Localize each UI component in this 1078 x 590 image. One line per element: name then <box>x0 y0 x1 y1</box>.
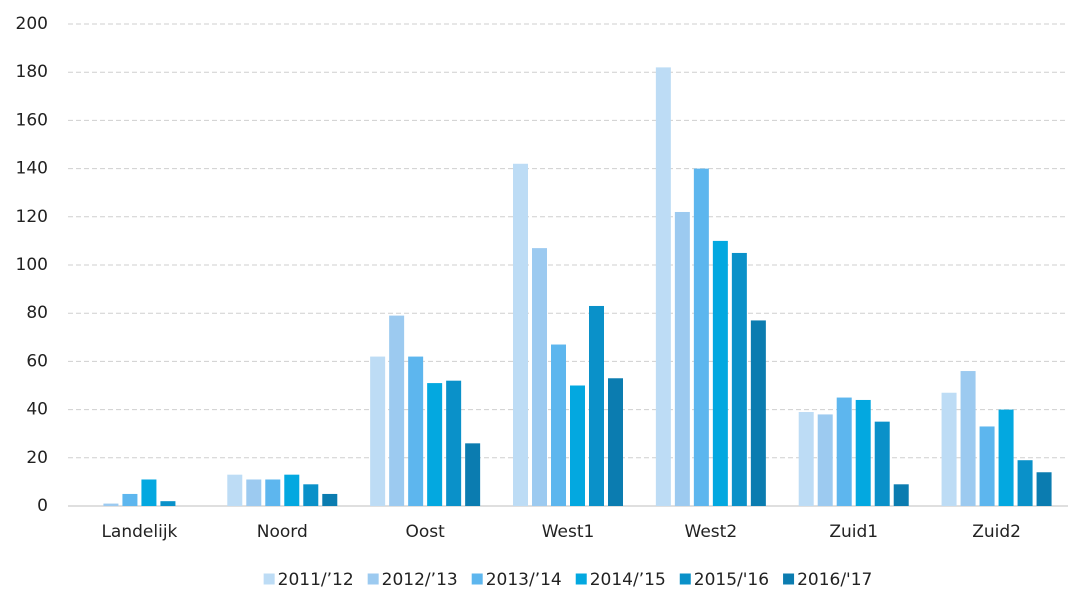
bar <box>608 378 623 506</box>
bar <box>712 240 728 506</box>
bar <box>836 397 852 506</box>
y-tick-label: 40 <box>26 400 48 420</box>
y-tick-label: 60 <box>26 351 48 371</box>
bar <box>303 484 319 506</box>
bar <box>284 474 300 506</box>
legend-label: 2013/’14 <box>486 570 562 590</box>
bar <box>589 305 604 506</box>
x-tick-label: Zuid2 <box>972 522 1021 542</box>
x-tick-label: West2 <box>685 522 738 542</box>
bar <box>1017 460 1033 506</box>
bar <box>370 356 386 506</box>
legend-swatch <box>783 573 795 585</box>
y-tick-label: 80 <box>26 303 48 323</box>
bar <box>465 443 481 506</box>
y-tick-label: 20 <box>26 448 48 468</box>
bar <box>693 168 709 506</box>
bar <box>227 474 243 506</box>
y-tick-label: 140 <box>16 159 48 179</box>
x-tick-label: Oost <box>405 522 445 542</box>
legend-label: 2012/’13 <box>382 570 458 590</box>
bar <box>427 383 443 506</box>
legend-swatch <box>263 573 275 585</box>
x-tick-label: Landelijk <box>101 522 177 542</box>
bar <box>265 479 281 506</box>
y-tick-label: 200 <box>16 14 48 34</box>
legend-label: 2016/'17 <box>797 570 872 590</box>
bar <box>246 479 262 506</box>
y-tick-label: 180 <box>16 62 48 82</box>
bar <box>103 503 119 506</box>
bar <box>960 371 976 506</box>
bar <box>513 163 528 506</box>
bar <box>817 414 833 506</box>
y-tick-label: 100 <box>16 255 48 275</box>
legend-swatch <box>367 573 379 585</box>
bar <box>979 426 995 506</box>
legend-label: 2014/’15 <box>590 570 666 590</box>
legend-label: 2011/’12 <box>278 570 354 590</box>
bar <box>122 493 138 506</box>
bar <box>674 211 690 507</box>
bar <box>731 252 747 506</box>
bar <box>446 380 462 506</box>
y-tick-label: 160 <box>16 110 48 130</box>
legend-swatch <box>575 573 587 585</box>
bar <box>998 409 1014 506</box>
legend-label: 2015/'16 <box>694 570 769 590</box>
legend-swatch <box>471 573 483 585</box>
bar <box>141 479 157 506</box>
bar <box>874 421 890 506</box>
bar <box>532 248 547 506</box>
x-tick-label: Noord <box>257 522 308 542</box>
bar <box>941 392 957 506</box>
bar <box>750 320 766 506</box>
bar <box>322 493 338 506</box>
bar <box>160 501 176 506</box>
y-tick-label: 0 <box>37 496 48 516</box>
x-tick-label: West1 <box>542 522 595 542</box>
bar <box>551 344 566 506</box>
bar <box>655 67 671 506</box>
bar <box>855 399 871 506</box>
x-tick-label: Zuid1 <box>829 522 878 542</box>
bar <box>570 385 585 506</box>
bar <box>1036 472 1052 506</box>
bar <box>893 484 909 506</box>
bar <box>798 412 814 506</box>
y-tick-label: 120 <box>16 207 48 227</box>
legend-swatch <box>679 573 691 585</box>
bar <box>408 356 424 506</box>
bar <box>389 315 405 506</box>
